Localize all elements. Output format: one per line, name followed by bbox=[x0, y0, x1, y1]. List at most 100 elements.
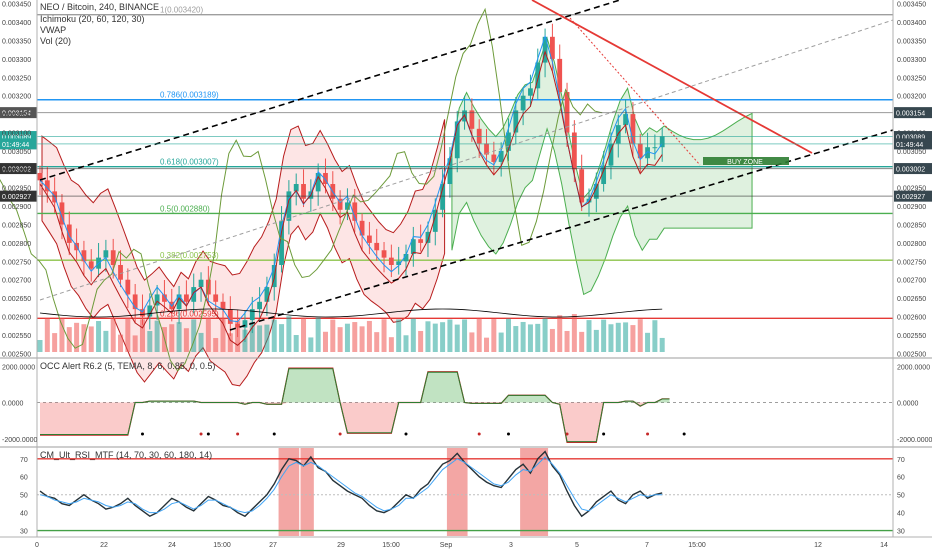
volume-bar bbox=[652, 320, 658, 352]
x-tick-label: 22 bbox=[100, 542, 108, 549]
volume-bar bbox=[205, 317, 211, 352]
volume-bar bbox=[645, 332, 651, 352]
right-price-badge bbox=[894, 107, 932, 119]
candle-body bbox=[235, 323, 241, 328]
y-tick-label-left: 0.002600 bbox=[2, 315, 31, 322]
rsi-y-tick-label-left: 40 bbox=[20, 511, 28, 518]
y-tick-label-left: 0.002900 bbox=[2, 204, 31, 211]
candle-body bbox=[425, 231, 431, 243]
right-price-badge bbox=[894, 190, 932, 202]
volume-bar bbox=[213, 337, 219, 352]
candle-body bbox=[381, 250, 387, 258]
rsi-y-tick-label-left: 50 bbox=[20, 493, 28, 500]
y-tick-label: 0.003250 bbox=[897, 75, 926, 82]
volume-bar bbox=[44, 318, 50, 352]
candle-body bbox=[506, 132, 511, 151]
occ-negative-area bbox=[40, 402, 670, 443]
x-tick-label: 15:00 bbox=[382, 542, 400, 549]
candle-body bbox=[535, 62, 541, 89]
volume-bar bbox=[293, 335, 299, 352]
channel-mid-line bbox=[39, 19, 894, 301]
candle-body bbox=[44, 180, 50, 192]
volume-bar bbox=[366, 320, 372, 352]
candle-body bbox=[118, 264, 123, 280]
volume-bar bbox=[593, 329, 599, 352]
rsi-highlight-band bbox=[278, 448, 300, 536]
volume-bar bbox=[388, 337, 394, 352]
y-tick-label-left: 0.003400 bbox=[2, 20, 31, 27]
price-pane: 1(0.003420) 0.786(0.003189) 0.618(0.003007… bbox=[0, 0, 894, 387]
volume-bar bbox=[271, 319, 277, 352]
occ-y-tick-label: 0.0000 bbox=[897, 401, 919, 408]
rsi-y-tick-label: 70 bbox=[897, 457, 905, 464]
candle-body bbox=[396, 261, 402, 265]
candle-body bbox=[110, 250, 116, 265]
volume-bar bbox=[447, 319, 453, 352]
occ-marker bbox=[506, 432, 510, 436]
right-price-badge-label: 0.003089 bbox=[896, 135, 925, 142]
volume-bar bbox=[476, 317, 482, 352]
volume-bar bbox=[549, 328, 555, 352]
volume-bar bbox=[139, 319, 145, 352]
rsi-y-tick-label: 30 bbox=[897, 529, 905, 536]
fib-label: 0.5(0.002880) bbox=[160, 204, 210, 213]
volume-bar bbox=[586, 320, 592, 352]
occ-line-2 bbox=[40, 368, 670, 443]
occ-y-tick-label: 2000.0000 bbox=[897, 364, 930, 371]
right-price-badge-label: 0.003154 bbox=[896, 111, 925, 118]
volume-bar bbox=[352, 322, 358, 352]
kijun-line bbox=[39, 50, 663, 346]
volume-bar bbox=[557, 315, 563, 352]
candle-body bbox=[403, 253, 409, 262]
occ-y-tick-label-left: 0.0000 bbox=[2, 401, 24, 408]
right-price-badge bbox=[894, 131, 932, 143]
candle-body bbox=[637, 143, 643, 159]
occ-marker bbox=[199, 432, 203, 436]
channel-top-line bbox=[39, 0, 621, 181]
volume-bar bbox=[571, 314, 577, 352]
y-tick-label-left: 0.003200 bbox=[2, 94, 31, 101]
volume-bar bbox=[59, 317, 65, 352]
x-tick-label: 15:00 bbox=[688, 542, 706, 549]
candle-body bbox=[352, 202, 358, 221]
volume-bar bbox=[432, 323, 438, 352]
rsi-y-tick-label-left: 30 bbox=[20, 529, 28, 536]
volume-bar bbox=[103, 330, 109, 352]
candle-body bbox=[513, 110, 519, 133]
y-tick-label: 0.002600 bbox=[897, 315, 926, 322]
volume-bar bbox=[410, 318, 416, 352]
candle-body bbox=[88, 261, 94, 269]
volume-bar bbox=[249, 321, 255, 352]
right-price-badge-label: 0.003002 bbox=[896, 167, 925, 174]
price-badge bbox=[0, 107, 37, 119]
channel-bottom-line bbox=[229, 129, 894, 331]
volume-bar bbox=[132, 335, 138, 352]
volume-bar bbox=[96, 321, 102, 352]
x-tick-label: 14 bbox=[880, 542, 888, 549]
candle-body bbox=[227, 309, 233, 324]
x-tick-label: 7 bbox=[645, 542, 649, 549]
y-tick-label: 0.002900 bbox=[897, 204, 926, 211]
candle-body bbox=[630, 114, 636, 144]
price-badge-label: 0.002927 bbox=[2, 194, 31, 201]
x-tick-label: 15:00 bbox=[213, 542, 231, 549]
y-tick-label: 0.003450 bbox=[897, 2, 926, 9]
occ-marker bbox=[272, 432, 276, 436]
candle-body bbox=[103, 250, 109, 258]
volume-bar bbox=[286, 316, 292, 352]
volume-bar bbox=[154, 320, 160, 352]
volume-bar bbox=[440, 322, 446, 352]
candle-body bbox=[345, 202, 350, 210]
volume-bar bbox=[220, 318, 226, 352]
y-tick-label: 0.002750 bbox=[897, 259, 926, 266]
legend-vwap: VWAP bbox=[40, 25, 66, 35]
candle-body bbox=[418, 239, 424, 243]
candle-body bbox=[528, 88, 533, 96]
volume-bar bbox=[198, 332, 204, 352]
candle-body bbox=[447, 158, 453, 185]
volume-bar bbox=[169, 324, 175, 352]
volume-bar bbox=[301, 317, 307, 352]
volume-bar bbox=[88, 326, 94, 352]
candle-body bbox=[593, 184, 599, 199]
volume-bar bbox=[505, 318, 511, 352]
